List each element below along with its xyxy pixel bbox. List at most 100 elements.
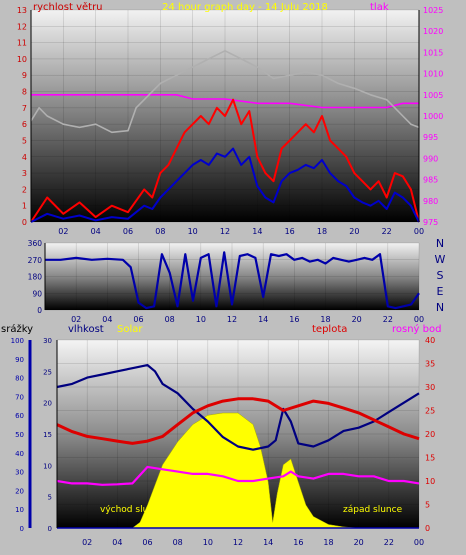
rain-tick: 40	[15, 450, 24, 458]
temperature-label: teplota	[312, 324, 347, 335]
x-tick-2: 14	[258, 315, 268, 324]
x-axis-ticks-3: 02 04 06 08 10 12 14 16 18 20 22 00	[82, 538, 424, 547]
x-tick-3: 12	[233, 538, 243, 547]
temp-tick: 25	[425, 407, 435, 416]
left-tick-1: 11	[17, 39, 27, 48]
right-tick-1: 1000	[423, 112, 443, 121]
rain-axis-ticks: 0 10 20 30 40 50 60 70 80 90 100	[11, 337, 24, 533]
right-tick-1: 985	[423, 176, 438, 185]
direction-line	[45, 251, 420, 310]
rain-tick: 30	[15, 469, 24, 477]
direction-label: N	[436, 301, 444, 314]
x-tick-2: 20	[352, 315, 362, 324]
x-tick-1: 00	[414, 227, 424, 236]
left-tick-1: 5	[22, 136, 27, 145]
humidity-tick: 25	[43, 368, 52, 376]
direction-label: E	[437, 285, 444, 298]
temp-tick: 15	[425, 454, 435, 463]
x-tick-1: 02	[58, 227, 68, 236]
rain-tick: 0	[20, 525, 24, 533]
wind-speed-label: rychlost větru	[33, 1, 103, 13]
temperature-humidity-panel: 0 10 20 30 40 50 60 70 80 90 100 0 5 10 15 20 25 30 0 5 10…	[1, 323, 441, 547]
left-tick-2: 90	[32, 289, 42, 298]
direction-label: W	[435, 253, 446, 266]
humidity-tick: 20	[43, 400, 52, 408]
left-tick-1: 6	[22, 120, 27, 129]
x-tick-3: 00	[414, 538, 424, 547]
humidity-tick: 10	[43, 462, 52, 470]
x-tick-2: 18	[320, 315, 330, 324]
x-tick-2: 16	[289, 315, 299, 324]
temp-tick: 30	[425, 383, 435, 392]
x-axis-ticks-2: 02 04 06 08 10 12 14 16 18 20 22 00	[71, 315, 424, 324]
x-tick-3: 10	[203, 538, 213, 547]
solar-area	[57, 412, 419, 529]
humidity-tick: 5	[48, 494, 52, 502]
x-tick-2: 22	[383, 315, 393, 324]
x-tick-3: 02	[82, 538, 92, 547]
temp-tick: 10	[425, 477, 435, 486]
gust-line	[30, 98, 420, 223]
grid-1	[31, 9, 420, 223]
solar-label: Solar	[117, 324, 143, 335]
x-tick-2: 12	[227, 315, 237, 324]
left-tick-2: 360	[28, 239, 43, 248]
right-tick-1: 975	[423, 218, 438, 227]
x-tick-3: 08	[173, 538, 183, 547]
temp-tick: 35	[425, 360, 435, 369]
left-tick-1: 1	[22, 202, 27, 211]
left-tick-1: 4	[22, 153, 27, 162]
sunrise-label: východ slunce	[100, 505, 165, 515]
x-tick-2: 00	[414, 315, 424, 324]
left-tick-1: 10	[17, 55, 27, 64]
x-tick-1: 22	[382, 227, 392, 236]
series-2	[45, 251, 420, 310]
left-axis-ticks-2: 0 90 180 270 360	[28, 239, 43, 315]
rain-tick: 90	[15, 356, 24, 364]
gray-line	[30, 49, 420, 134]
rain-tick: 10	[15, 506, 24, 514]
x-tick-2: 02	[71, 315, 81, 324]
pressure-line	[31, 94, 419, 109]
left-tick-1: 12	[17, 22, 27, 31]
right-tick-1: 1020	[423, 27, 443, 36]
left-tick-2: 270	[28, 256, 43, 265]
x-tick-1: 14	[252, 227, 262, 236]
left-tick-1: 9	[22, 71, 27, 80]
x-tick-3: 22	[384, 538, 394, 547]
rain-tick: 100	[11, 337, 24, 345]
rain-label: srážky	[1, 323, 33, 335]
series-1	[30, 49, 420, 223]
x-tick-1: 20	[349, 227, 359, 236]
right-tick-1: 1025	[423, 6, 443, 15]
x-tick-3: 20	[354, 538, 364, 547]
wind-line	[30, 147, 420, 223]
x-tick-2: 06	[133, 315, 143, 324]
x-tick-3: 16	[293, 538, 303, 547]
right-tick-1: 995	[423, 133, 438, 142]
x-axis-ticks-1: 02 04 06 08 10 12 14 16 18 20 22 00	[58, 227, 424, 236]
chart-title: 24 hour graph day - 14 Julu 2018	[162, 2, 328, 13]
x-tick-1: 18	[317, 227, 327, 236]
right-tick-1: 1005	[423, 91, 443, 100]
direction-label: N	[436, 237, 444, 250]
left-tick-1: 7	[22, 104, 27, 113]
pressure-label: tlak	[370, 2, 389, 13]
temp-tick: 5	[425, 501, 430, 510]
x-tick-1: 08	[155, 227, 165, 236]
x-tick-3: 04	[112, 538, 122, 547]
right-tick-1: 980	[423, 197, 438, 206]
x-tick-3: 06	[142, 538, 152, 547]
left-tick-1: 8	[22, 88, 27, 97]
rain-tick: 60	[15, 412, 24, 420]
sunset-label: západ slunce	[343, 505, 403, 515]
x-tick-2: 04	[102, 315, 112, 324]
left-tick-1: 0	[22, 218, 27, 227]
temp-tick: 20	[425, 430, 435, 439]
temp-tick: 40	[425, 336, 435, 345]
left-tick-2: 180	[28, 273, 43, 282]
left-tick-2: 0	[37, 306, 42, 315]
